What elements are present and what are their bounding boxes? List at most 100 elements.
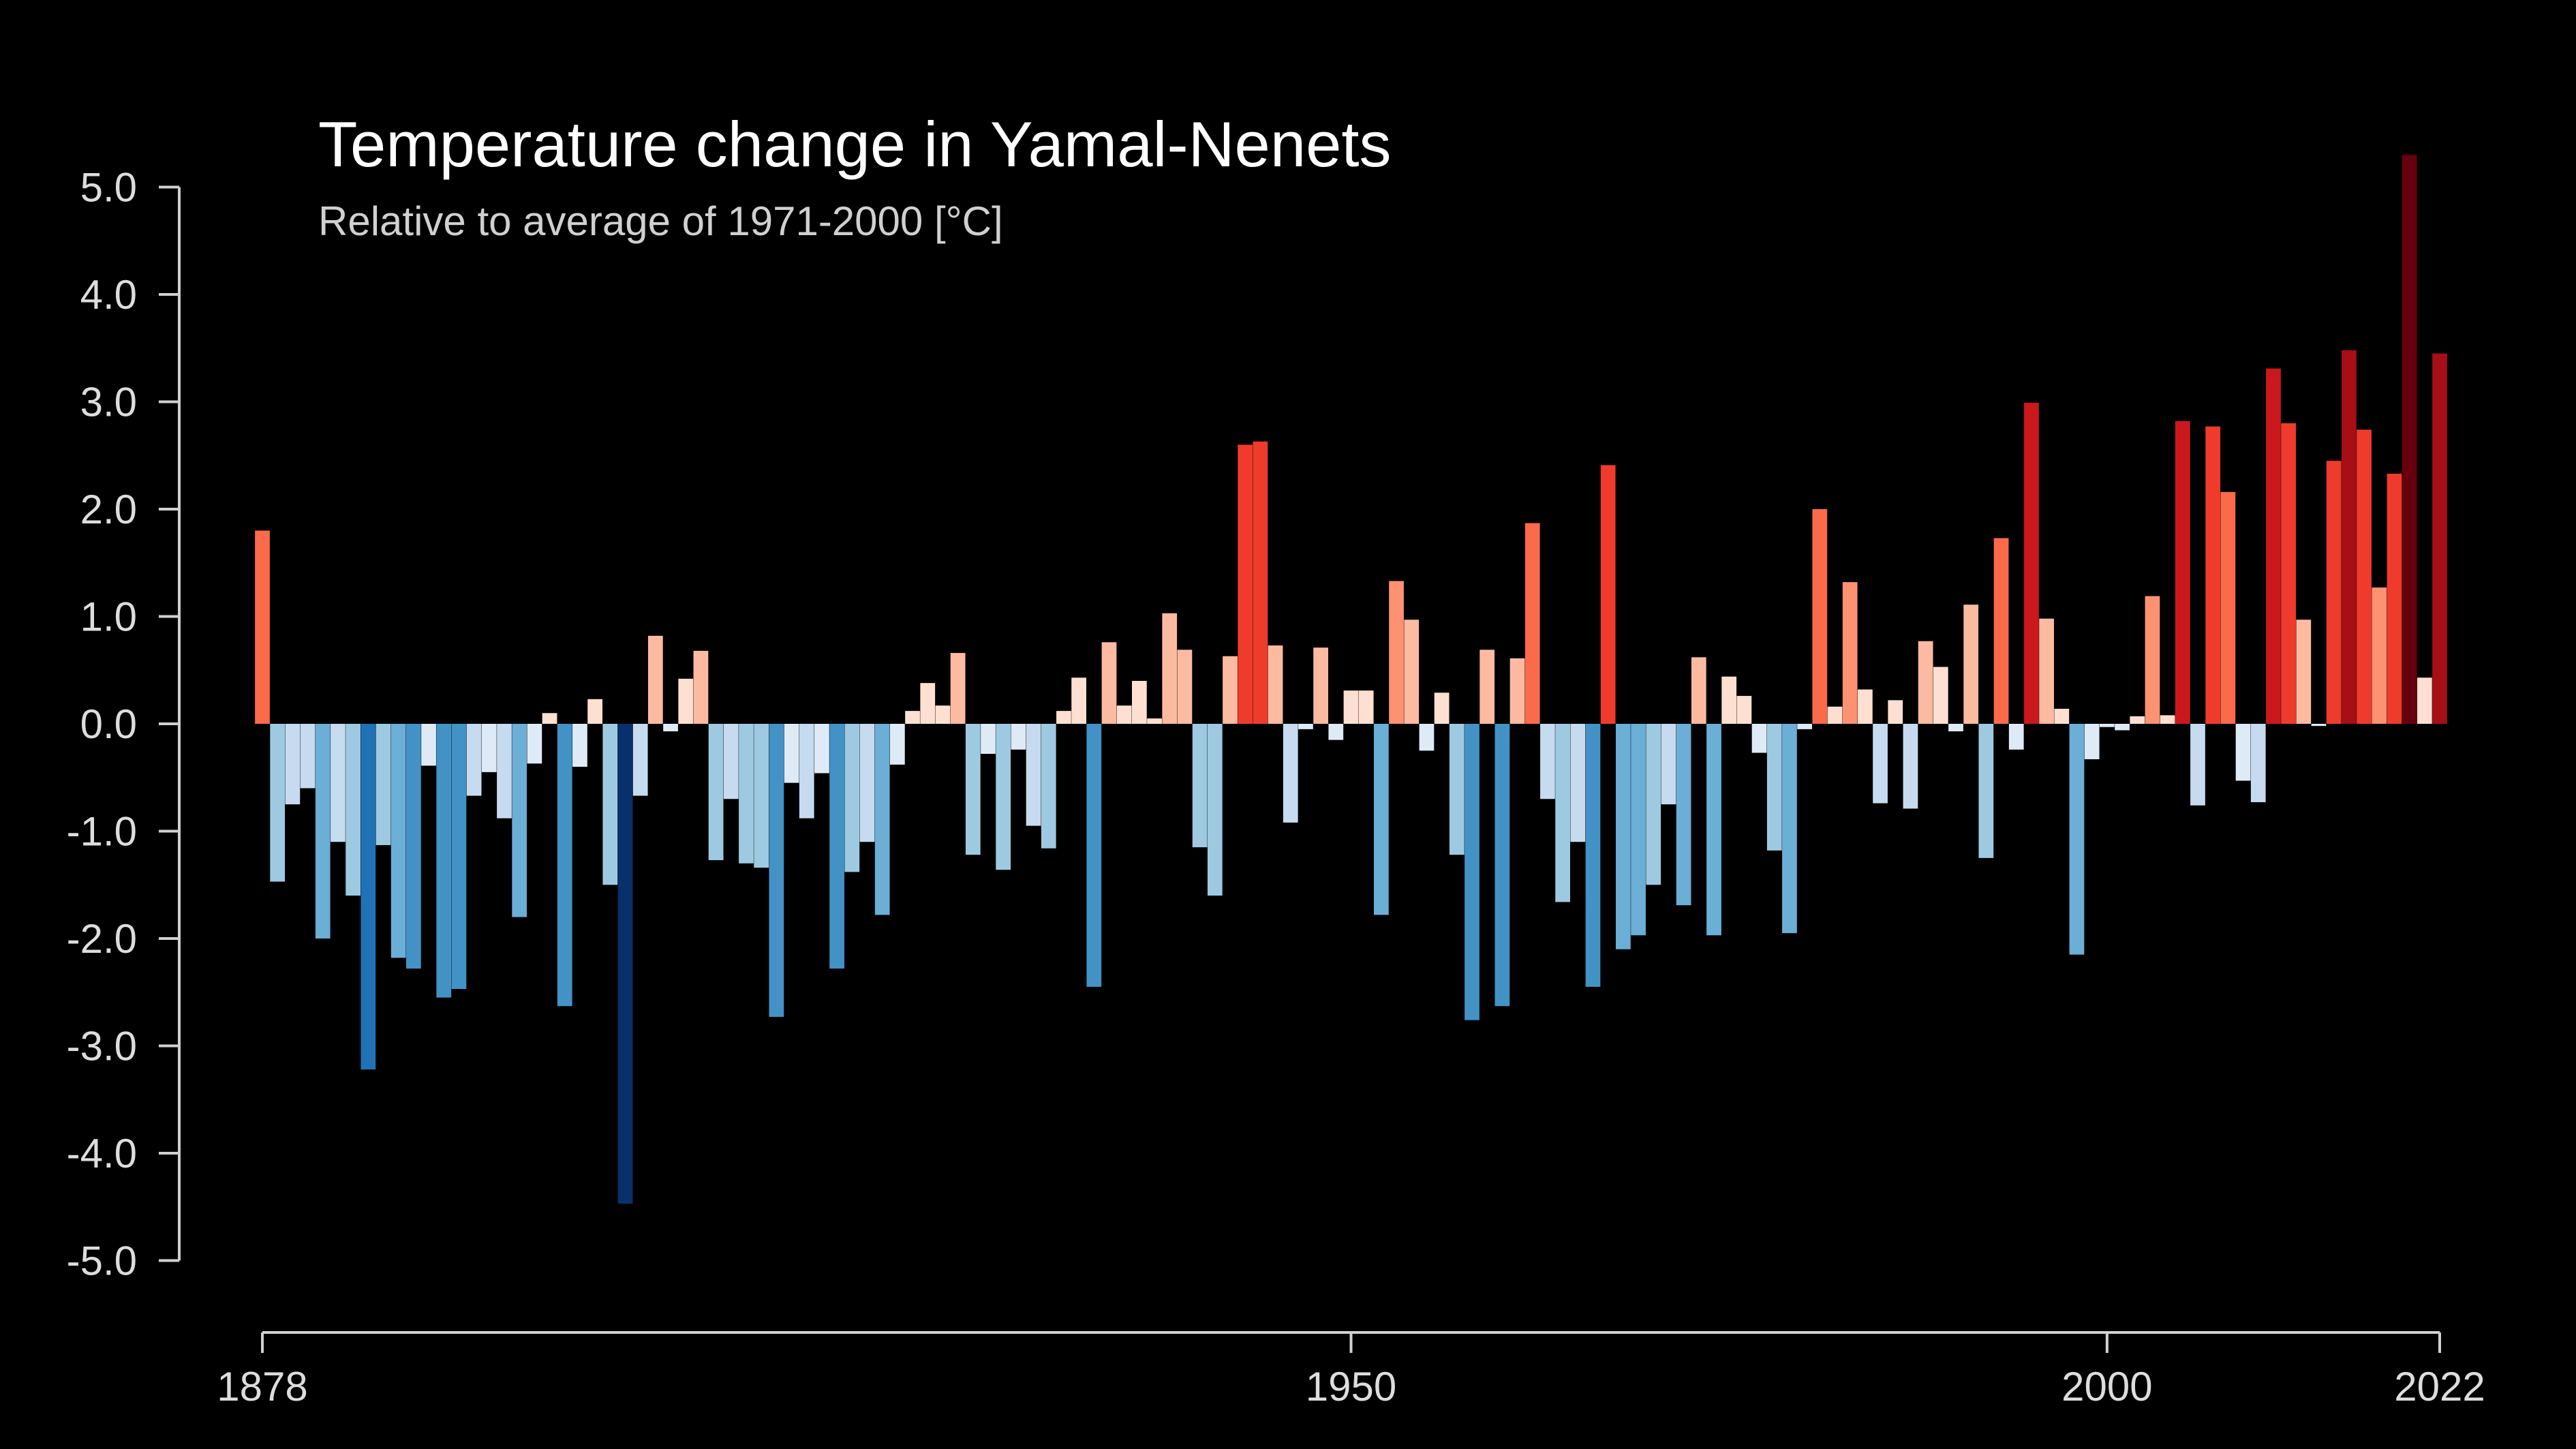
bar-2018: [2372, 587, 2387, 724]
bar-1937: [1147, 718, 1162, 724]
bar-1992: [1978, 724, 1994, 858]
bar-1929: [1026, 724, 1041, 826]
bar-1886: [375, 724, 391, 845]
y-axis: 5.0 4.0 3.0 2.0 1.0 0.0 -1.0 -2.0 -3.0 -4.0 -5.0: [67, 165, 181, 1284]
bar-1918: [859, 724, 875, 842]
bar-1987: [1903, 724, 1918, 809]
bar-1935: [1116, 705, 1132, 724]
bar-1969: [1631, 724, 1646, 936]
bar-1970: [1646, 724, 1661, 885]
bar-1890: [436, 724, 452, 998]
bar-2019: [2387, 474, 2402, 724]
bar-2011: [2266, 368, 2281, 724]
bar-1946: [1283, 724, 1298, 823]
bar-1903: [632, 724, 648, 796]
bar-1966: [1585, 724, 1601, 987]
bar-2002: [2130, 716, 2145, 724]
bar-1939: [1177, 650, 1193, 724]
bar-1933: [1086, 724, 1102, 987]
bar-1915: [814, 724, 829, 774]
bar-1990: [1948, 724, 1963, 732]
bar-1984: [1858, 689, 1873, 724]
bar-1942: [1223, 656, 1238, 724]
bar-1896: [527, 724, 542, 764]
bar-2022: [2432, 353, 2447, 724]
y-tick-label: -5.0: [67, 1238, 137, 1284]
bar-1922: [920, 683, 936, 724]
x-tick-label: 2022: [2394, 1364, 2485, 1409]
bar-1926: [981, 724, 996, 754]
bar-1959: [1479, 650, 1495, 724]
bar-1883: [331, 724, 346, 842]
bar-1963: [1540, 724, 1555, 799]
bar-2015: [2326, 461, 2342, 724]
bar-1921: [905, 711, 920, 724]
chart-subtitle: Relative to average of 1971-2000 [°C]: [318, 198, 1003, 244]
y-tick-label: 3.0: [80, 380, 137, 425]
bar-1911: [754, 724, 769, 868]
bar-1898: [557, 724, 572, 1007]
bar-2006: [2190, 724, 2205, 806]
bar-1986: [1888, 700, 1903, 724]
bar-2010: [2250, 724, 2266, 802]
bar-1899: [572, 724, 587, 767]
bar-2021: [2417, 677, 2432, 724]
bar-1972: [1676, 724, 1691, 906]
bar-1900: [587, 699, 602, 724]
bar-1953: [1389, 581, 1404, 724]
bar-1943: [1238, 444, 1253, 724]
bar-1907: [693, 650, 709, 724]
bar-1901: [602, 724, 618, 885]
bar-1995: [2024, 403, 2039, 724]
bar-1999: [2084, 724, 2100, 759]
bar-1965: [1570, 724, 1586, 842]
bar-1994: [2008, 724, 2024, 750]
bar-1950: [1343, 690, 1359, 724]
bar-1988: [1918, 641, 1933, 724]
bar-1957: [1449, 724, 1465, 855]
bar-1940: [1192, 724, 1208, 848]
bar-1968: [1616, 724, 1631, 949]
bar-1889: [421, 724, 436, 766]
bar-1897: [542, 713, 557, 724]
x-axis: 1878 1950 2000 2022: [217, 1331, 2485, 1409]
bar-1916: [829, 724, 844, 969]
bar-1979: [1782, 724, 1797, 934]
bar-1920: [890, 724, 905, 765]
bar-1983: [1842, 582, 1858, 724]
bar-1941: [1207, 724, 1223, 896]
bar-1892: [466, 724, 482, 796]
bar-1924: [950, 653, 966, 724]
bar-1971: [1661, 724, 1676, 805]
bar-1993: [1993, 538, 2009, 724]
chart-title: Temperature change in Yamal-Nenets: [318, 108, 1392, 180]
bar-1981: [1812, 509, 1828, 724]
bar-1998: [2069, 724, 2085, 955]
bar-2005: [2175, 421, 2190, 724]
bar-2000: [2100, 724, 2115, 727]
y-tick-label: -4.0: [67, 1131, 137, 1176]
bar-1917: [844, 724, 860, 872]
y-tick-label: 0.0: [80, 701, 137, 747]
bar-1904: [648, 635, 663, 724]
y-tick-label: 1.0: [80, 594, 137, 640]
bar-1944: [1253, 441, 1268, 724]
bar-1927: [996, 724, 1011, 870]
bar-1952: [1374, 724, 1389, 915]
bar-2014: [2311, 724, 2327, 727]
bar-1888: [406, 724, 421, 969]
bar-1881: [300, 724, 316, 789]
bar-2004: [2160, 715, 2175, 724]
y-tick-label: 4.0: [80, 272, 137, 318]
bar-1997: [2054, 708, 2070, 724]
bar-1991: [1963, 605, 1979, 724]
bar-1912: [769, 724, 784, 1017]
bar-2007: [2205, 426, 2221, 724]
bar-1910: [739, 724, 754, 864]
bar-1925: [965, 724, 981, 855]
bar-2013: [2296, 620, 2312, 724]
bar-1973: [1691, 657, 1706, 724]
bar-1914: [799, 724, 814, 819]
y-tick-label: 2.0: [80, 487, 137, 532]
bar-1913: [784, 724, 799, 783]
